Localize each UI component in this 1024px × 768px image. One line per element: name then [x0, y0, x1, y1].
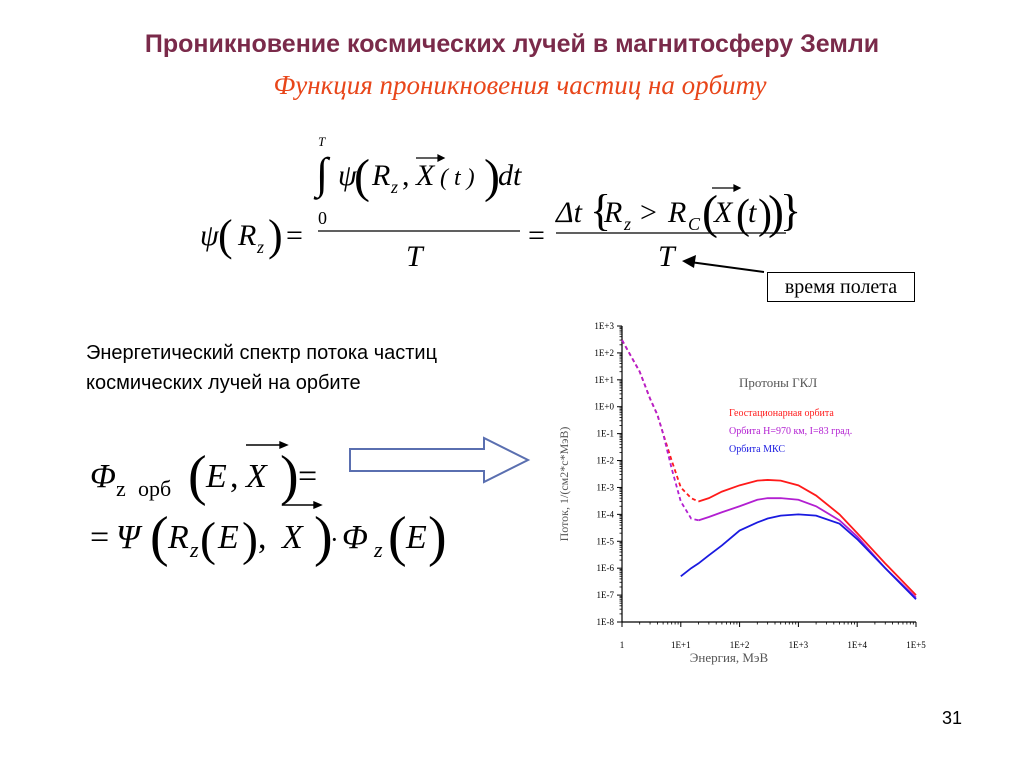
rc-paren-right: ) — [768, 186, 784, 239]
denom-t-1: T — [406, 240, 425, 273]
flight-time-label: время полета — [767, 272, 915, 302]
rz-r-2: R — [603, 196, 622, 229]
rz-sub: z — [256, 237, 264, 257]
t-paren-left: ( — [736, 192, 750, 238]
psi-symbol: ψ — [200, 219, 220, 252]
rc-paren-left: ( — [702, 186, 718, 239]
vector-arrowhead-x1 — [437, 154, 446, 162]
rc-r: R — [667, 196, 686, 229]
rz-r: R — [237, 219, 256, 252]
paren-left: ( — [218, 211, 233, 260]
eq-sign-1: = — [286, 219, 303, 252]
spectrum-description: Энергетический спектр потока частиц косм… — [86, 342, 438, 394]
integrand-paren-left: ( — [354, 150, 370, 203]
integral-sign: ∫ — [313, 149, 331, 200]
slide-subtitle: Функция проникновения частиц на орбиту — [273, 70, 767, 100]
time-pointer-line — [689, 261, 765, 273]
gt-sign: > — [640, 196, 657, 229]
rc-x: X — [713, 196, 734, 229]
integral-lower: 0 — [318, 208, 327, 228]
time-pointer-head — [682, 255, 696, 268]
vector-arrowhead-x2 — [733, 184, 742, 192]
integrand-x: X — [415, 159, 436, 192]
integrand-dt: dt — [498, 159, 522, 192]
rc-t: t — [748, 196, 757, 229]
page-number: 31 — [941, 708, 962, 728]
brace-left: { — [590, 186, 611, 235]
rz-sub-2: z — [623, 214, 631, 234]
paren-right: ) — [268, 211, 283, 260]
integrand-psi: ψ — [338, 159, 358, 192]
denom-t-2: T — [658, 240, 677, 273]
brace-right: } — [780, 186, 801, 235]
slide-title: Проникновение космических лучей в магнит… — [144, 30, 880, 58]
rc-sub: C — [688, 214, 701, 234]
integrand-comma: , — [402, 159, 410, 192]
delta-t: Δt — [555, 196, 583, 229]
t-paren-right: ) — [758, 192, 772, 238]
integrand-t: ( t ) — [440, 165, 475, 191]
integrand-paren-right: ) — [484, 150, 500, 203]
eq-sign-2: = — [528, 219, 545, 252]
integral-upper: T — [318, 134, 326, 149]
integrand-r-sub: z — [390, 177, 398, 197]
integrand-r: R — [371, 159, 390, 192]
